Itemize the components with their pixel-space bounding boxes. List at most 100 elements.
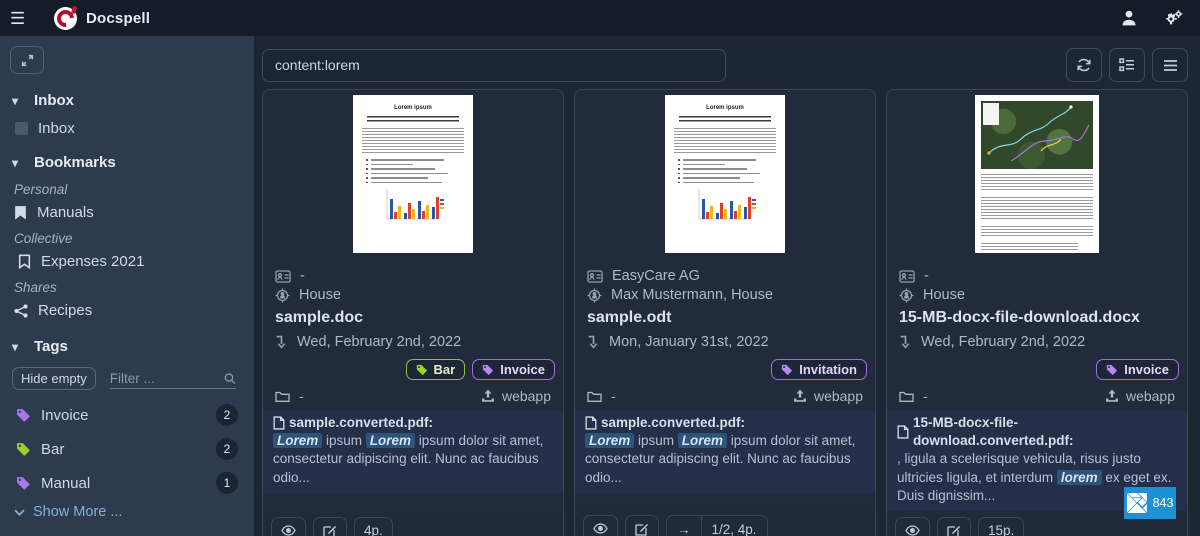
tag-categories-header-label: Tag Categories [34, 534, 141, 536]
upload-icon [481, 389, 494, 402]
menu-icon[interactable]: ☰ [10, 8, 26, 28]
elm-badge-count: 843 [1152, 496, 1174, 510]
concerning-value: House [299, 287, 341, 303]
tag-pill[interactable]: Invitation [771, 359, 867, 380]
page-count-button[interactable]: 4p. [354, 517, 393, 536]
sidebar-section-tag-categories[interactable]: ▾ Tag Categories [0, 528, 254, 536]
tag-pill[interactable]: Invoice [472, 359, 555, 380]
caret-down-icon: ▾ [12, 155, 19, 170]
eye-icon [593, 523, 608, 534]
thumb-bullets [361, 159, 465, 183]
tag-name: Bar [41, 440, 65, 458]
next-attachment-button[interactable]: → [667, 516, 701, 536]
correspondent-row: - [899, 268, 1175, 284]
search-input[interactable] [262, 48, 726, 82]
list-check-icon [1119, 58, 1134, 72]
concerning-value: House [923, 287, 965, 303]
sidebar-item-expenses[interactable]: Expenses 2021 [0, 248, 254, 275]
sidebar-section-bookmarks[interactable]: ▾ Bookmarks [0, 148, 254, 177]
thumb-doc-title: Lorem ipsum [394, 105, 432, 111]
refresh-button[interactable] [1066, 48, 1102, 82]
folder-icon [587, 391, 602, 402]
sidebar: ▾ Inbox Inbox ▾ Bookmarks Personal Manua… [0, 36, 256, 536]
attachment-nav[interactable]: → 1/2, 4p. [666, 515, 768, 536]
upload-icon [1105, 389, 1118, 402]
item-title[interactable]: sample.odt [587, 309, 672, 326]
hide-empty-button[interactable]: Hide empty [12, 367, 96, 390]
folder-icon [899, 391, 914, 402]
source-info: webapp [793, 388, 863, 404]
date-value: Wed, February 2nd, 2022 [921, 334, 1086, 350]
bookmark-filled-icon [15, 206, 26, 220]
edit-button[interactable] [937, 517, 971, 536]
edit-button[interactable] [625, 515, 659, 536]
sidebar-item-manuals[interactable]: Manuals [0, 199, 254, 226]
user-icon[interactable] [1120, 9, 1138, 27]
main-content: Lorem ipsum [256, 36, 1200, 536]
header-buttons [1066, 48, 1188, 82]
search-snippet: 15-MB-docx-file-download.converted.pdf: … [887, 410, 1187, 512]
document-thumbnail: Lorem ipsum [353, 95, 473, 253]
eye-icon [281, 525, 296, 536]
tags-header-label: Tags [34, 338, 68, 355]
show-more-link[interactable]: Show More ... [0, 500, 254, 524]
sidebar-section-inbox[interactable]: ▾ Inbox [0, 86, 254, 115]
sidebar-item-inbox[interactable]: Inbox [0, 115, 254, 142]
sidebar-collapse-button[interactable] [10, 46, 44, 74]
caret-down-icon: ▾ [12, 339, 19, 354]
page-count-button[interactable]: 15p. [978, 517, 1025, 536]
source-value: webapp [813, 388, 863, 404]
chevron-down-icon [14, 509, 25, 516]
thumb-text [981, 174, 1093, 192]
file-icon [897, 425, 909, 439]
tag-icon [17, 476, 30, 490]
item-card[interactable]: Lorem ipsum [574, 89, 876, 536]
gears-icon[interactable] [1164, 9, 1184, 27]
item-tags: Invitation [575, 353, 875, 382]
preview-button[interactable] [583, 515, 618, 536]
preview-button[interactable] [895, 517, 930, 536]
select-mode-button[interactable] [1109, 48, 1145, 82]
preview-button[interactable] [271, 517, 306, 536]
tag-filter-input[interactable] [109, 368, 225, 388]
view-menu-button[interactable] [1152, 48, 1188, 82]
tag-pill-label: Bar [433, 362, 456, 377]
arrow-turn-down-icon [276, 335, 286, 349]
item-title[interactable]: 15-MB-docx-file-download.docx [899, 309, 1140, 326]
item-card[interactable]: - House 15-MB-docx-file-download.docx We… [886, 89, 1188, 536]
item-tags: Invoice [887, 353, 1187, 382]
elm-logo-icon [1126, 493, 1147, 513]
arrow-right-icon: → [677, 522, 691, 536]
item-card[interactable]: Lorem ipsum [262, 89, 564, 536]
correspondent-row: - [275, 268, 551, 284]
item-preview: Lorem ipsum [575, 90, 875, 258]
logo-tick [70, 5, 78, 14]
snippet-file-row: sample.converted.pdf: [273, 414, 553, 432]
elm-debugger-badge[interactable]: 843 [1124, 487, 1176, 519]
concerning-row: Max Mustermann, House [587, 287, 863, 303]
item-title[interactable]: sample.doc [275, 309, 364, 326]
thumb-doc-title: Lorem ipsum [706, 105, 744, 111]
edit-button[interactable] [313, 517, 347, 536]
attachment-pages-label: 1/2, 4p. [700, 516, 767, 536]
folder-source-row: - webapp [263, 382, 563, 410]
card-footer: 4p. [263, 511, 563, 536]
tag-pill[interactable]: Invoice [1096, 359, 1179, 380]
content-header [256, 36, 1200, 82]
document-thumbnail: Lorem ipsum [665, 95, 785, 253]
inbox-tray-icon [15, 122, 28, 135]
source-info: webapp [1105, 388, 1175, 404]
docspell-logo [53, 5, 78, 30]
sidebar-tag-invoice[interactable]: Invoice 2 [0, 398, 254, 432]
folder-value: - [299, 388, 304, 404]
concerning-value: Max Mustermann, House [611, 287, 773, 303]
sidebar-item-recipes[interactable]: Recipes [0, 297, 254, 324]
sidebar-section-tags[interactable]: ▾ Tags [0, 332, 254, 361]
show-more-label: Show More ... [33, 504, 123, 520]
snippet-text: , ligula a scelerisque vehicula, risus j… [897, 451, 1172, 503]
sidebar-tag-manual[interactable]: Manual 1 [0, 466, 254, 500]
inbox-item-label: Inbox [38, 120, 75, 137]
tag-pill[interactable]: Bar [405, 359, 466, 380]
sidebar-tag-bar[interactable]: Bar 2 [0, 432, 254, 466]
address-card-icon [587, 269, 603, 283]
